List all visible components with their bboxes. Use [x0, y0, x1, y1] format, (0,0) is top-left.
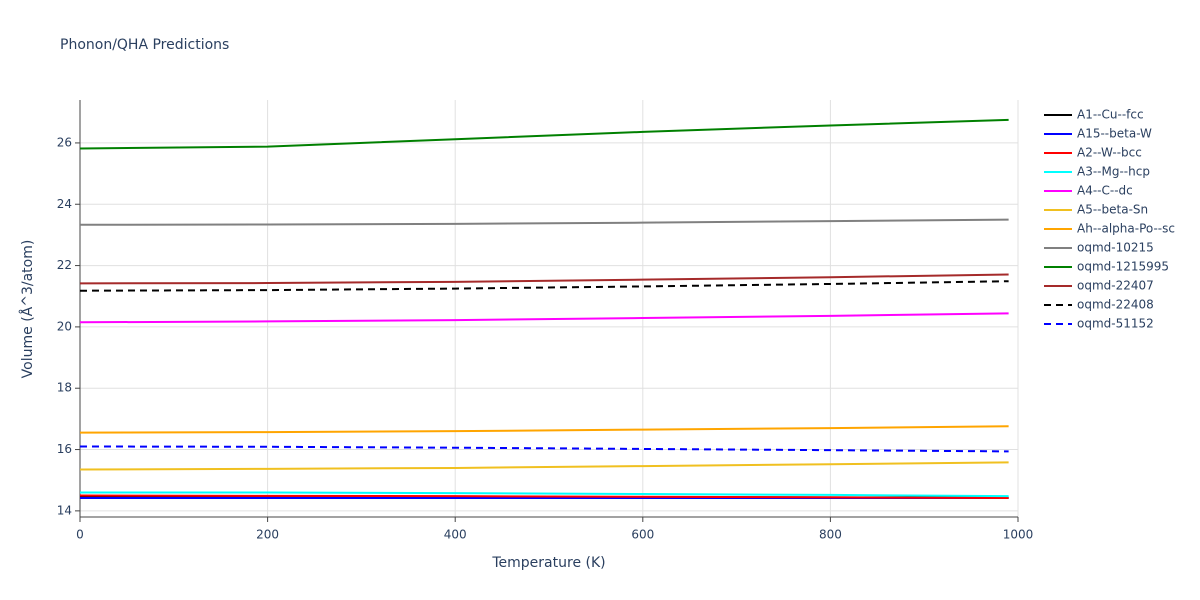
x-tick-label: 200 — [256, 528, 279, 542]
legend-label: oqmd-51152 — [1077, 317, 1154, 331]
x-tick-label: 800 — [819, 528, 842, 542]
legend-label: A15--beta-W — [1077, 127, 1152, 141]
x-tick-label: 400 — [444, 528, 467, 542]
legend-label: oqmd-10215 — [1077, 241, 1154, 255]
series-line — [79, 273, 1009, 285]
series-line — [79, 461, 1009, 471]
chart-title: Phonon/QHA Predictions — [60, 37, 229, 53]
x-tick-label: 0 — [76, 528, 84, 542]
x-axis-label: Temperature (K) — [491, 555, 605, 571]
series-line — [79, 280, 1009, 292]
x-tick-label: 600 — [631, 528, 654, 542]
legend-label: A1--Cu--fcc — [1077, 108, 1144, 122]
y-tick-label: 22 — [57, 258, 72, 272]
legend-label: Ah--alpha-Po--sc — [1077, 222, 1175, 236]
legend-label: oqmd-22408 — [1077, 298, 1154, 312]
y-tick-label: 14 — [57, 503, 72, 517]
series-line — [79, 218, 1009, 226]
legend-label: oqmd-22407 — [1077, 279, 1154, 293]
series-line — [79, 118, 1009, 150]
series-line — [80, 491, 1009, 498]
series-line — [79, 445, 1009, 453]
series-line — [79, 425, 1009, 434]
legend-label: A2--W--bcc — [1077, 146, 1142, 160]
y-tick-label: 18 — [57, 381, 72, 395]
legend-label: oqmd-1215995 — [1077, 260, 1169, 274]
y-tick-label: 26 — [57, 135, 72, 149]
legend-label: A5--beta-Sn — [1077, 203, 1148, 217]
y-tick-label: 24 — [57, 197, 72, 211]
y-tick-label: 16 — [57, 442, 72, 456]
y-axis-label: Volume (Å^3/atom) — [19, 240, 36, 379]
legend-label: A3--Mg--hcp — [1077, 165, 1150, 179]
x-tick-label: 1000 — [1003, 528, 1034, 542]
series-line — [79, 312, 1009, 324]
series-line — [79, 494, 1009, 499]
y-tick-label: 20 — [57, 319, 72, 333]
legend-label: A4--C--dc — [1077, 184, 1133, 198]
